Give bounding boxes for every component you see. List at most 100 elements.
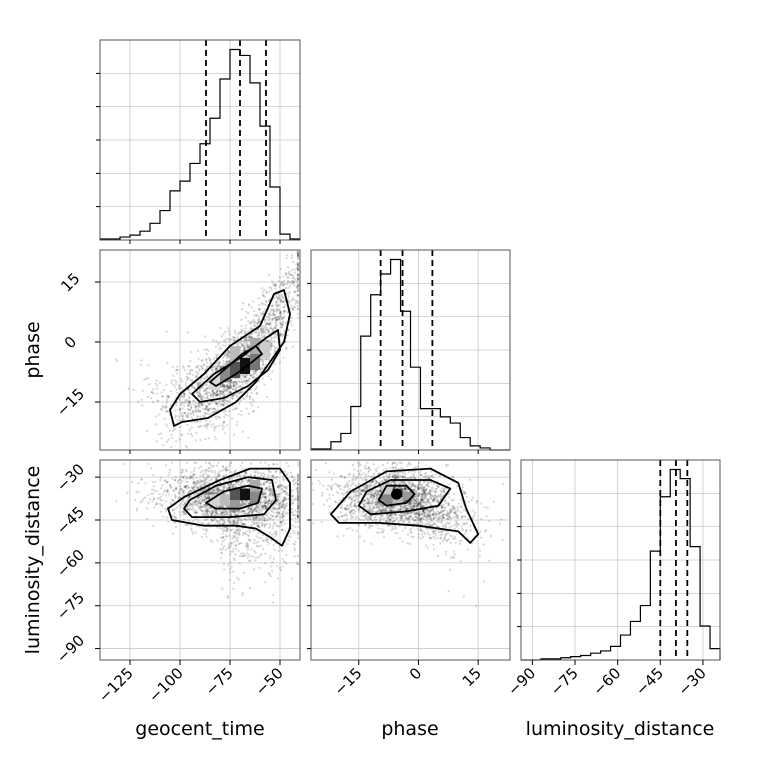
sample-point — [222, 403, 225, 406]
sample-point — [179, 408, 182, 411]
sample-point — [242, 380, 245, 383]
sample-point — [203, 483, 206, 486]
sample-point — [244, 373, 247, 377]
sample-point — [250, 512, 253, 515]
sample-point — [175, 388, 178, 391]
sample-point — [214, 400, 217, 404]
sample-point — [294, 517, 297, 520]
sample-point — [253, 538, 256, 542]
sample-point — [275, 296, 278, 299]
sample-point — [277, 549, 281, 552]
sample-point — [228, 386, 231, 389]
sample-point — [240, 482, 243, 485]
sample-point — [262, 483, 265, 486]
sample-point — [215, 389, 219, 392]
sample-point — [250, 524, 253, 527]
sample-point — [279, 569, 282, 572]
sample-point — [221, 540, 224, 543]
sample-point — [200, 402, 204, 405]
sample-point — [265, 513, 268, 517]
sample-point — [294, 278, 297, 281]
sample-point — [198, 425, 201, 429]
sample-point — [159, 407, 163, 410]
sample-point — [170, 390, 173, 393]
sample-point — [244, 554, 247, 557]
sample-point — [225, 362, 228, 365]
sample-point — [228, 534, 231, 537]
sample-point — [165, 383, 168, 386]
sample-point — [273, 508, 277, 511]
sample-point — [247, 553, 250, 557]
sample-point — [234, 386, 237, 389]
sample-point — [255, 541, 258, 544]
sample-point — [244, 375, 247, 378]
sample-point — [219, 514, 222, 517]
sample-point — [282, 321, 285, 324]
sample-point — [191, 368, 194, 372]
sample-point — [290, 254, 293, 257]
sample-point — [224, 344, 227, 347]
sample-point — [229, 561, 232, 564]
sample-point — [207, 410, 210, 413]
sample-point — [164, 494, 167, 497]
sample-point — [182, 518, 185, 521]
sample-point — [179, 399, 182, 402]
sample-point — [155, 392, 159, 395]
sample-point — [278, 512, 281, 515]
sample-point — [262, 328, 265, 331]
sample-point — [255, 385, 258, 388]
sample-point — [246, 374, 249, 377]
sample-point — [227, 359, 230, 362]
sample-point — [268, 331, 271, 334]
sample-point — [190, 529, 193, 532]
sample-point — [252, 400, 255, 403]
sample-point — [281, 524, 284, 527]
sample-point — [259, 461, 262, 464]
sample-point — [296, 266, 300, 269]
sample-point — [295, 561, 298, 564]
sample-point — [244, 338, 247, 341]
sample-point — [292, 296, 295, 299]
sample-point — [296, 536, 300, 540]
sample-point — [283, 306, 286, 309]
sample-point — [213, 475, 216, 478]
sample-point — [250, 306, 253, 309]
sample-point — [215, 356, 218, 359]
sample-point — [247, 354, 251, 358]
sample-point — [195, 366, 198, 369]
sample-point — [199, 507, 202, 510]
sample-point — [224, 509, 227, 512]
sample-point — [217, 365, 220, 368]
sample-point — [296, 253, 300, 256]
sample-point — [192, 400, 195, 403]
sample-point — [201, 403, 204, 406]
sample-point — [237, 549, 240, 553]
sample-point — [250, 462, 253, 465]
sample-point — [157, 433, 160, 436]
sample-point — [233, 475, 236, 478]
sample-point — [201, 414, 204, 418]
sample-point — [270, 305, 273, 308]
sample-point — [219, 326, 222, 330]
sample-point — [366, 461, 369, 464]
sample-point — [188, 399, 191, 402]
sample-point — [232, 336, 236, 339]
sample-point — [165, 481, 168, 484]
sample-point — [247, 377, 250, 380]
sample-point — [291, 307, 294, 310]
sample-point — [208, 391, 211, 394]
sample-point — [206, 406, 209, 409]
sample-point — [174, 383, 178, 386]
sample-point — [245, 379, 248, 382]
sample-point — [158, 413, 161, 416]
sample-point — [295, 263, 298, 266]
sample-point — [293, 290, 297, 293]
sample-point — [231, 397, 234, 400]
sample-point — [178, 407, 181, 411]
sample-point — [267, 322, 270, 326]
sample-point — [296, 474, 300, 477]
sample-point — [282, 296, 285, 299]
sample-point — [248, 334, 251, 337]
sample-point — [166, 362, 169, 365]
sample-point — [223, 386, 227, 389]
